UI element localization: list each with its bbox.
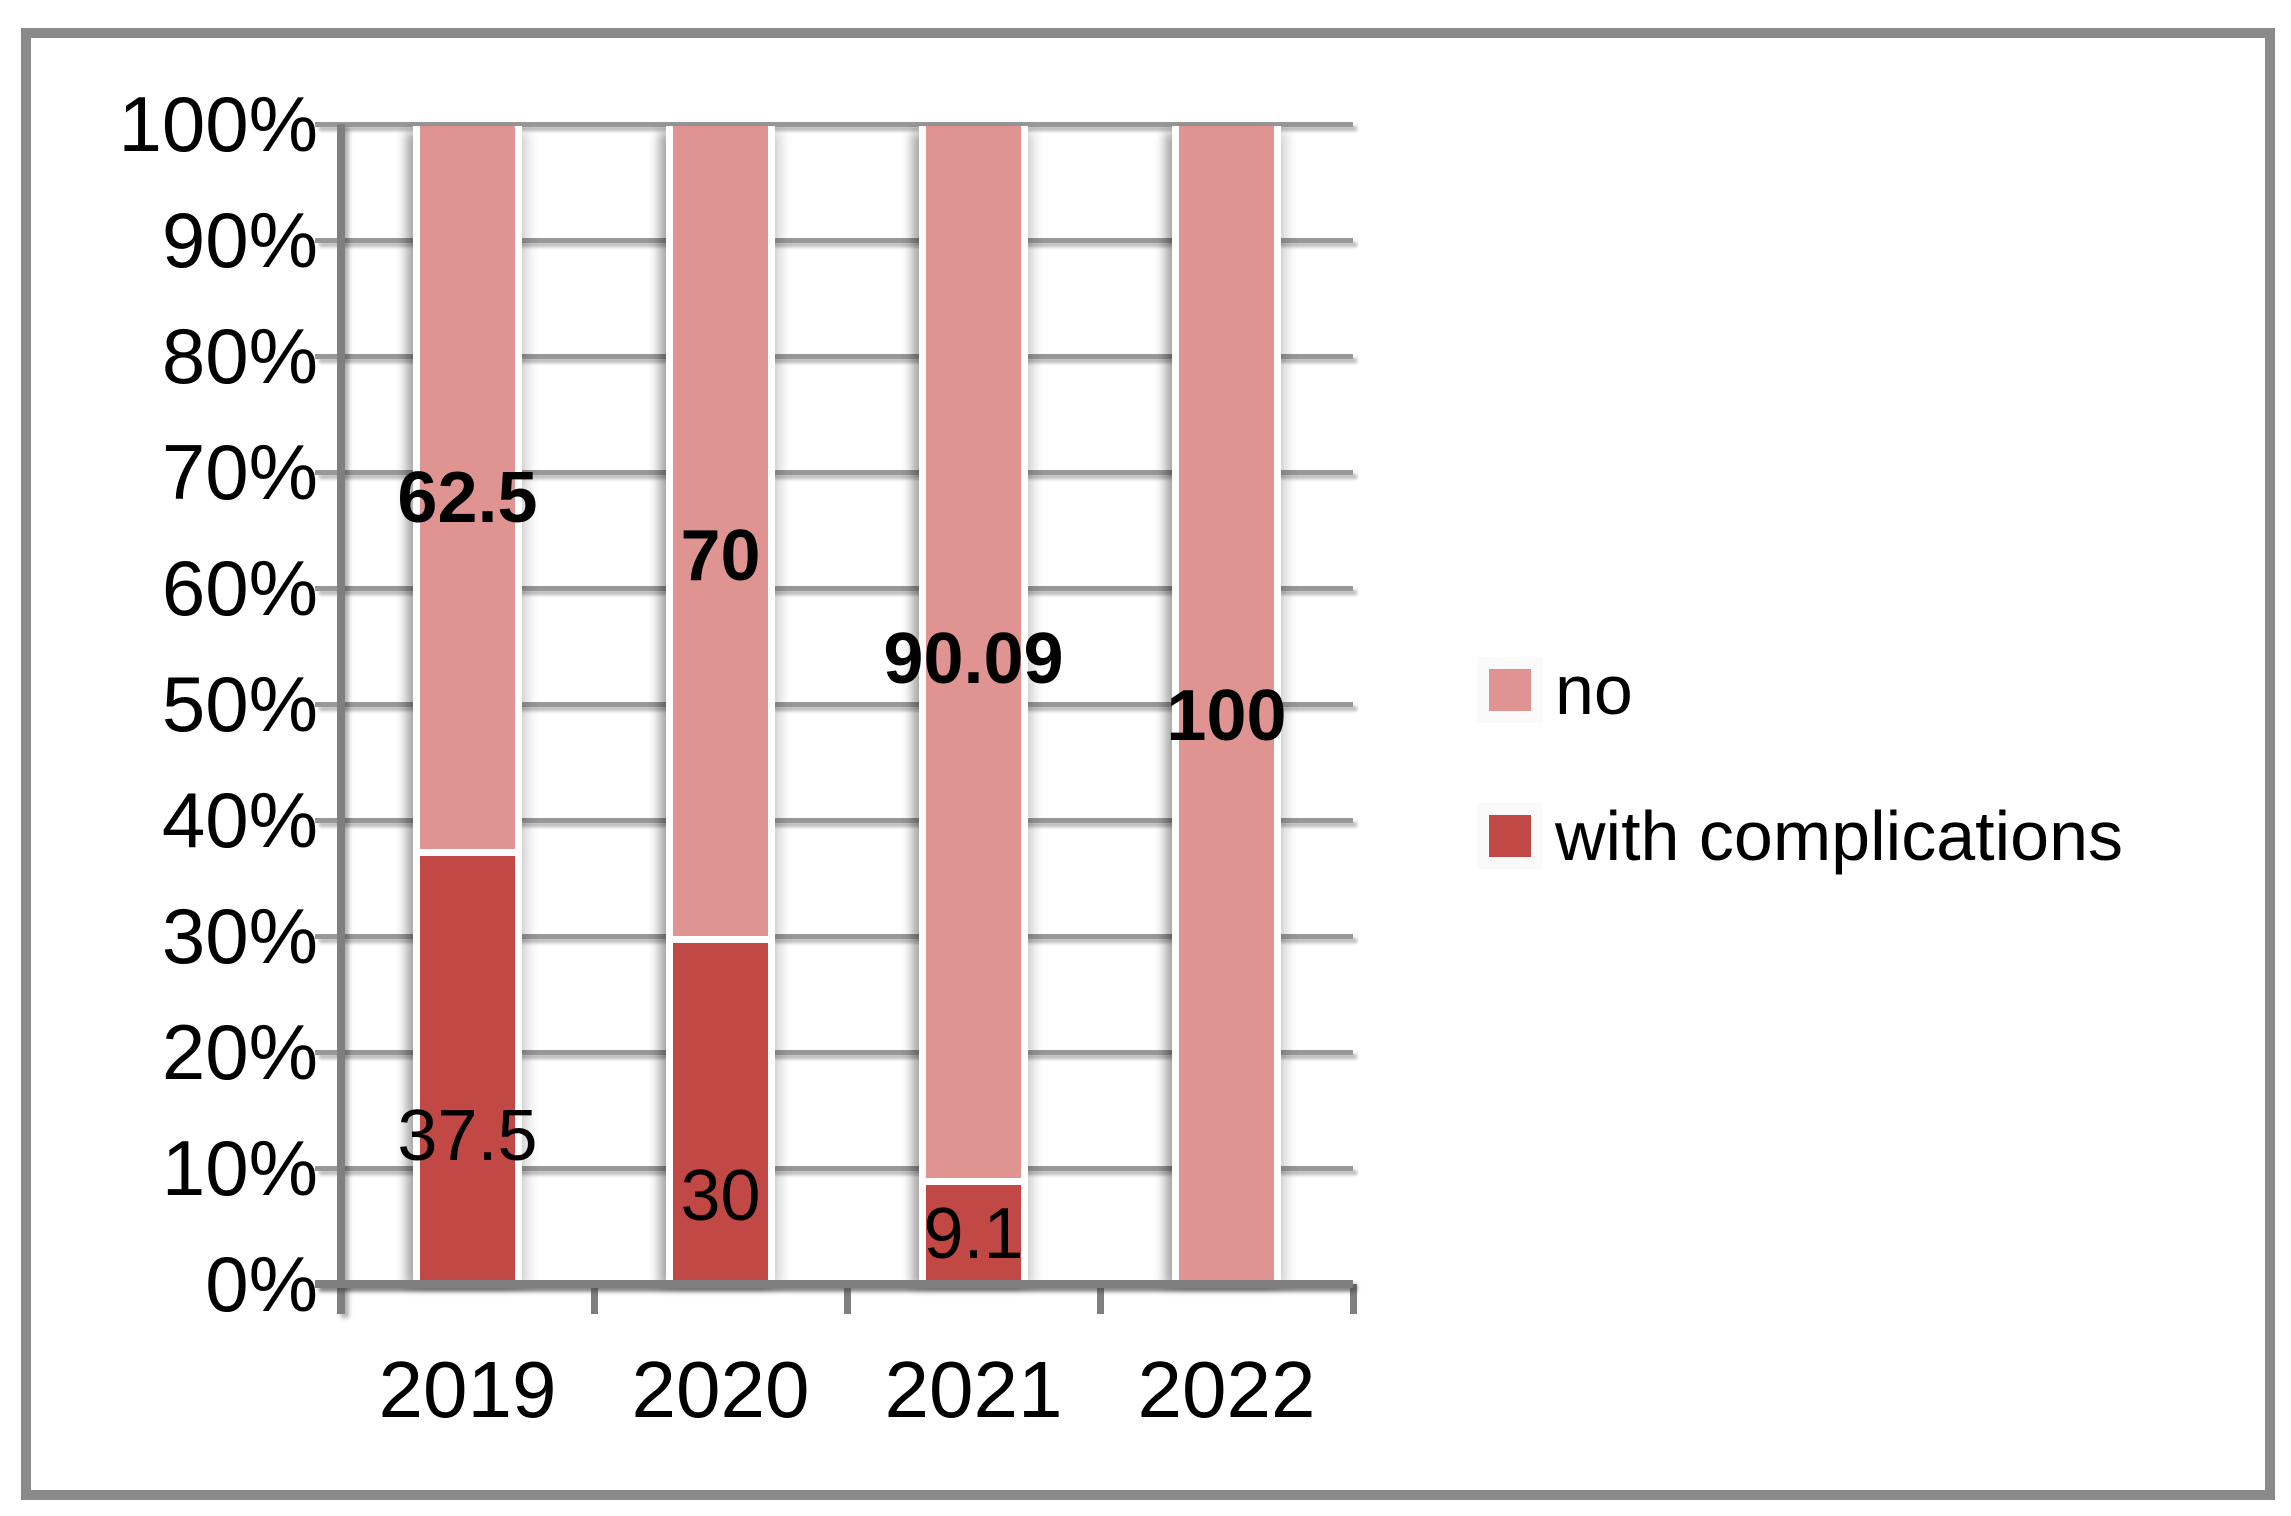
x-axis-category-label: 2021 — [884, 1345, 1063, 1434]
gridline-20 — [315, 1050, 1353, 1055]
legend-item-with-complications: with complications — [1489, 801, 2123, 871]
bar-2019 — [413, 126, 522, 1280]
chart-outer-border — [21, 28, 2275, 1500]
x-axis-line — [315, 1280, 1353, 1288]
gridline-80 — [315, 354, 1353, 359]
x-axis-category-label: 2022 — [1137, 1345, 1316, 1434]
y-axis-tick-label: 20% — [161, 1008, 318, 1096]
gridline-40 — [315, 818, 1353, 823]
gridline-60 — [315, 586, 1353, 591]
x-axis-tick — [1350, 1284, 1357, 1314]
gridline-10 — [315, 1166, 1353, 1171]
x-axis-tick — [844, 1284, 851, 1314]
y-axis-tick-label: 30% — [161, 892, 318, 980]
bar-segment-with-complications-2020 — [673, 936, 768, 1280]
bar-2020 — [666, 126, 775, 1280]
y-axis-tick-label: 40% — [161, 776, 318, 864]
data-label-with-complications-2021: 9.1 — [923, 1194, 1024, 1275]
gridline-90 — [315, 238, 1353, 243]
y-axis-tick-label: 60% — [161, 544, 318, 632]
data-label-no-2020: 70 — [680, 515, 761, 596]
data-label-with-complications-2019: 37.5 — [397, 1095, 538, 1176]
y-axis-tick-label: 70% — [161, 428, 318, 516]
legend-item-no: no — [1489, 655, 1633, 725]
gridline-70 — [315, 470, 1353, 475]
x-axis-category-label: 2019 — [378, 1345, 557, 1434]
x-axis-tick — [1097, 1284, 1104, 1314]
bar-segment-no-2022 — [1179, 126, 1274, 1280]
data-label-no-2021: 90.09 — [883, 618, 1064, 699]
y-axis-tick-label: 90% — [161, 196, 318, 284]
legend-swatch-with-complications — [1489, 815, 1531, 857]
legend-label-no: no — [1555, 651, 1633, 729]
y-axis-tick-label: 50% — [161, 660, 318, 748]
gridline-100 — [315, 122, 1353, 127]
x-axis-category-label: 2020 — [631, 1345, 810, 1434]
bar-2021 — [919, 126, 1028, 1280]
x-axis-tick — [591, 1284, 598, 1314]
legend-swatch-no — [1489, 669, 1531, 711]
bar-segment-no-2021 — [926, 126, 1021, 1178]
data-label-with-complications-2020: 30 — [680, 1155, 761, 1236]
bar-2022 — [1172, 126, 1281, 1280]
y-axis-tick-label: 80% — [161, 312, 318, 400]
y-axis-tick-label: 0% — [205, 1240, 318, 1328]
data-label-no-2022: 100 — [1166, 675, 1287, 756]
legend-label-with-complications: with complications — [1555, 797, 2123, 875]
y-axis-line — [337, 124, 345, 1314]
gridline-30 — [315, 934, 1353, 939]
bar-segment-no-2020 — [673, 126, 768, 936]
data-label-no-2019: 62.5 — [397, 457, 538, 538]
bar-segment-with-complications-2021 — [926, 1177, 1021, 1280]
bar-segment-no-2019 — [420, 126, 515, 849]
gridline-50 — [315, 702, 1353, 707]
bar-segment-with-complications-2019 — [420, 849, 515, 1280]
y-axis-tick-label: 100% — [118, 80, 319, 168]
y-axis-tick-label: 10% — [161, 1124, 318, 1212]
